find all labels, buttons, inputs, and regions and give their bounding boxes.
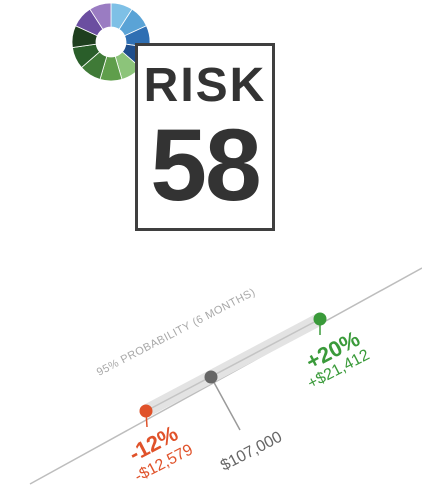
risk-label: RISK — [143, 59, 267, 112]
risk-score-card: RISK 58 — [135, 43, 275, 231]
current-marker — [204, 370, 218, 384]
donut-segment — [89, 2, 112, 30]
probability-band-line — [145, 318, 321, 412]
current-amount-label: $107,000 — [218, 429, 285, 475]
current-leader-line — [210, 376, 241, 431]
low-marker — [139, 404, 153, 418]
risk-score-value: 58 — [150, 108, 261, 222]
high-marker — [313, 312, 327, 326]
